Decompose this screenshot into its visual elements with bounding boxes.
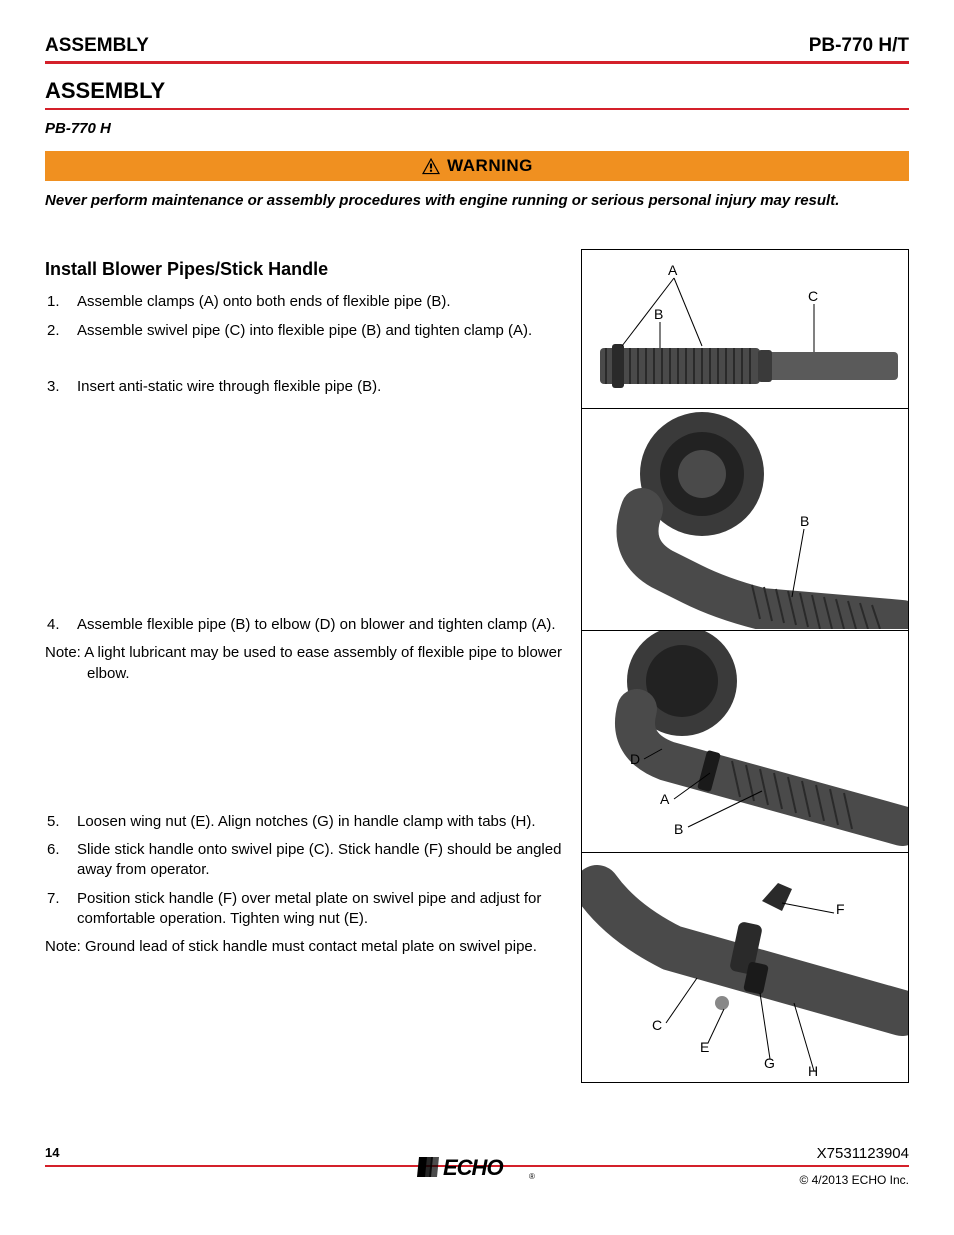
warning-bar: WARNING <box>45 151 909 181</box>
header-section-name: ASSEMBLY <box>45 35 149 57</box>
fig3-label-d: D <box>630 751 640 767</box>
page-number: 14 <box>45 1145 59 1160</box>
svg-text:ECHO: ECHO <box>443 1155 503 1180</box>
note-1: Note: A light lubricant may be used to e… <box>45 643 563 684</box>
fig2-label-b: B <box>800 513 809 529</box>
steps-list-2: Insert anti-static wire through flexible… <box>45 377 563 397</box>
warning-triangle-icon <box>421 157 441 175</box>
figure-3-svg <box>582 631 908 851</box>
steps-list-4: Loosen wing nut (E). Align notches (G) i… <box>45 812 563 929</box>
figure-3: D A B <box>581 631 909 853</box>
fig4-label-e: E <box>700 1039 709 1055</box>
fig3-label-a: A <box>660 791 669 807</box>
fig1-label-b: B <box>654 306 663 322</box>
step-6: Slide stick handle onto swivel pipe (C).… <box>45 840 563 881</box>
step-5: Loosen wing nut (E). Align notches (G) i… <box>45 812 563 832</box>
document-id: X7531123904 <box>817 1145 909 1162</box>
fig3-label-b: B <box>674 821 683 837</box>
figure-1: A B C <box>581 249 909 409</box>
steps-list-3: Assemble flexible pipe (B) to elbow (D) … <box>45 615 563 635</box>
page-footer: 14 X7531123904 ECHO ® © 4/2013 ECHO Inc. <box>45 1165 909 1205</box>
figure-4-svg <box>582 853 908 1081</box>
fig4-label-g: G <box>764 1055 775 1071</box>
page-header: ASSEMBLY PB-770 H/T <box>45 35 909 64</box>
model-subtitle: PB-770 H <box>45 120 909 137</box>
fig1-label-a: A <box>668 262 677 278</box>
steps-list-1: Assemble clamps (A) onto both ends of fl… <box>45 292 563 341</box>
figure-4: F C E G H <box>581 853 909 1083</box>
step-7: Position stick handle (F) over metal pla… <box>45 889 563 930</box>
fig4-label-c: C <box>652 1017 662 1033</box>
warning-label: WARNING <box>447 156 533 176</box>
step-1: Assemble clamps (A) onto both ends of fl… <box>45 292 563 312</box>
copyright-text: © 4/2013 ECHO Inc. <box>799 1173 909 1187</box>
instructions-column: Install Blower Pipes/Stick Handle Assemb… <box>45 249 571 1083</box>
note-2: Note: Ground lead of stick handle must c… <box>45 937 563 957</box>
warning-body-text: Never perform maintenance or assembly pr… <box>45 191 909 211</box>
subsection-title: Install Blower Pipes/Stick Handle <box>45 259 563 280</box>
figure-2-svg <box>582 409 908 629</box>
header-model: PB-770 H/T <box>809 35 909 57</box>
fig1-label-c: C <box>808 288 818 304</box>
figure-2: B <box>581 409 909 631</box>
step-4: Assemble flexible pipe (B) to elbow (D) … <box>45 615 563 635</box>
svg-text:®: ® <box>529 1172 535 1181</box>
echo-logo: ECHO ® <box>417 1153 537 1186</box>
fig4-label-h: H <box>808 1063 818 1079</box>
figures-column: A B C <box>581 249 909 1083</box>
step-3: Insert anti-static wire through flexible… <box>45 377 563 397</box>
figure-1-svg <box>582 250 908 408</box>
section-title: ASSEMBLY <box>45 78 909 110</box>
step-2: Assemble swivel pipe (C) into flexible p… <box>45 321 563 341</box>
fig4-label-f: F <box>836 901 845 917</box>
